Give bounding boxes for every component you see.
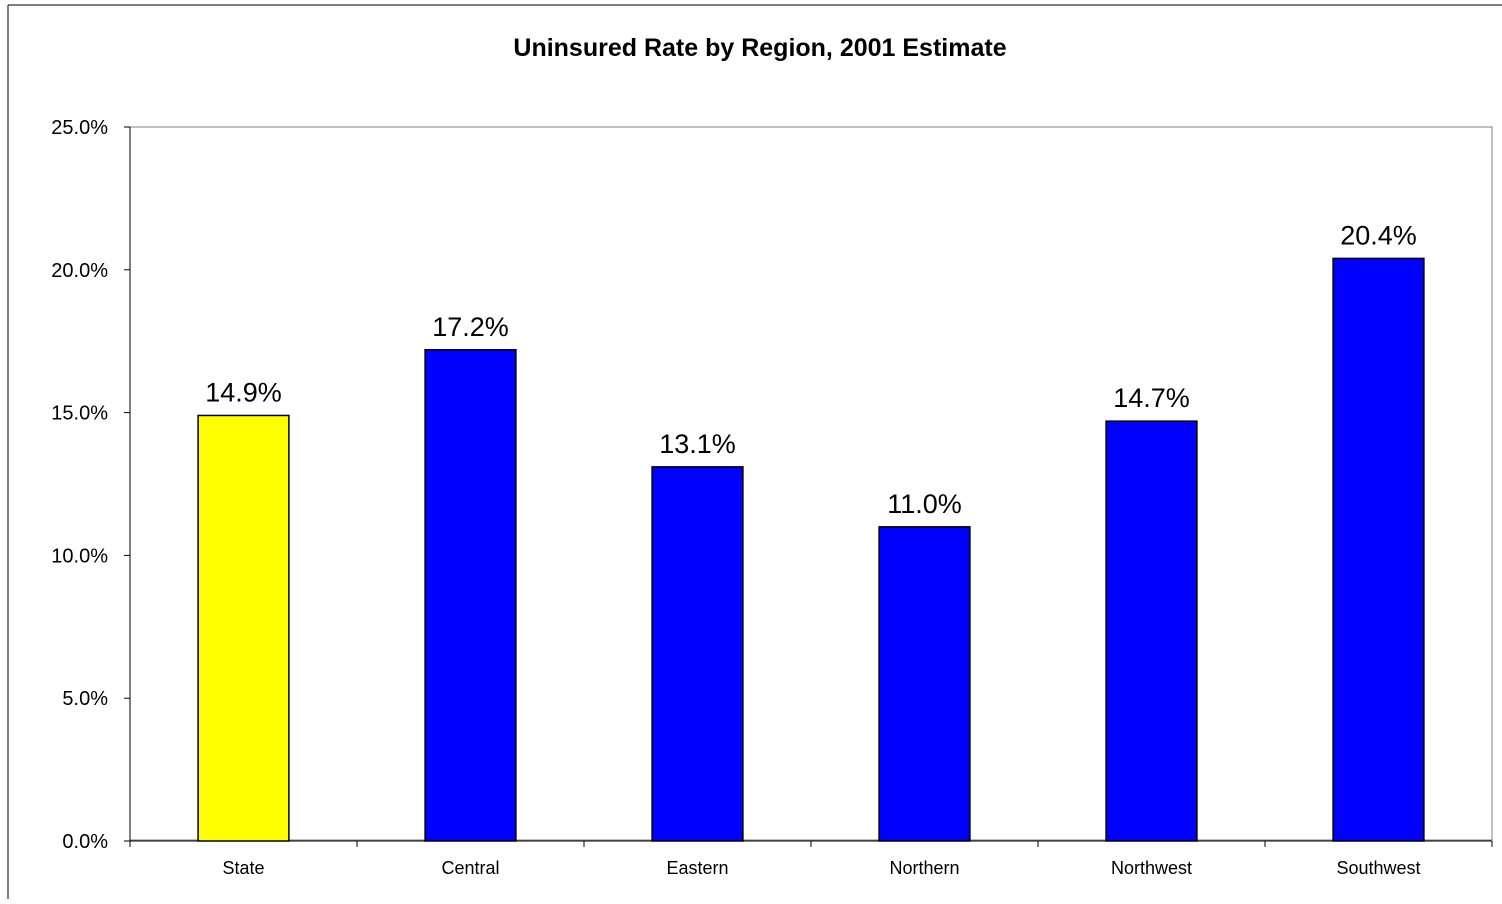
y-tick-label: 15.0%: [51, 403, 108, 425]
data-label-northwest: 14.7%: [1113, 383, 1190, 413]
x-axis-ticks: [129, 841, 1493, 847]
bar-northern: [878, 526, 971, 842]
x-tick-label-central: Central: [441, 858, 499, 878]
bar-northwest: [1105, 420, 1198, 842]
data-labels: 14.9% 17.2% 13.1% 11.0% 14.7% 20.4%: [205, 220, 1417, 518]
plot-area: [129, 126, 1493, 841]
x-tick-label-northern: Northern: [889, 858, 959, 878]
x-tick-label-southwest: Southwest: [1336, 858, 1420, 878]
bar-southwest: [1332, 257, 1425, 842]
x-tick-label-northwest: Northwest: [1111, 858, 1192, 878]
data-label-central: 17.2%: [432, 312, 509, 342]
chart-title: Uninsured Rate by Region, 2001 Estimate: [513, 34, 1006, 62]
bar-central: [424, 349, 517, 842]
x-axis-labels: State Central Eastern Northern Northwest Sout…: [222, 858, 1420, 878]
y-tick-label: 5.0%: [62, 688, 108, 710]
x-tick-label-eastern: Eastern: [666, 858, 728, 878]
y-tick-label: 0.0%: [62, 831, 108, 853]
x-tick-label-state: State: [222, 858, 264, 878]
data-label-state: 14.9%: [205, 377, 282, 407]
y-axis-ticks: 0.0% 5.0% 10.0% 15.0% 20.0% 25.0%: [51, 117, 130, 853]
data-label-southwest: 20.4%: [1340, 220, 1417, 250]
bar-state: [197, 414, 290, 842]
y-tick-label: 20.0%: [51, 260, 108, 282]
data-label-northern: 11.0%: [887, 489, 962, 519]
y-tick-label: 10.0%: [51, 545, 108, 567]
y-tick-label: 25.0%: [51, 117, 108, 139]
bar-eastern: [651, 466, 744, 842]
data-label-eastern: 13.1%: [659, 429, 736, 459]
bar-series: [197, 257, 1425, 842]
